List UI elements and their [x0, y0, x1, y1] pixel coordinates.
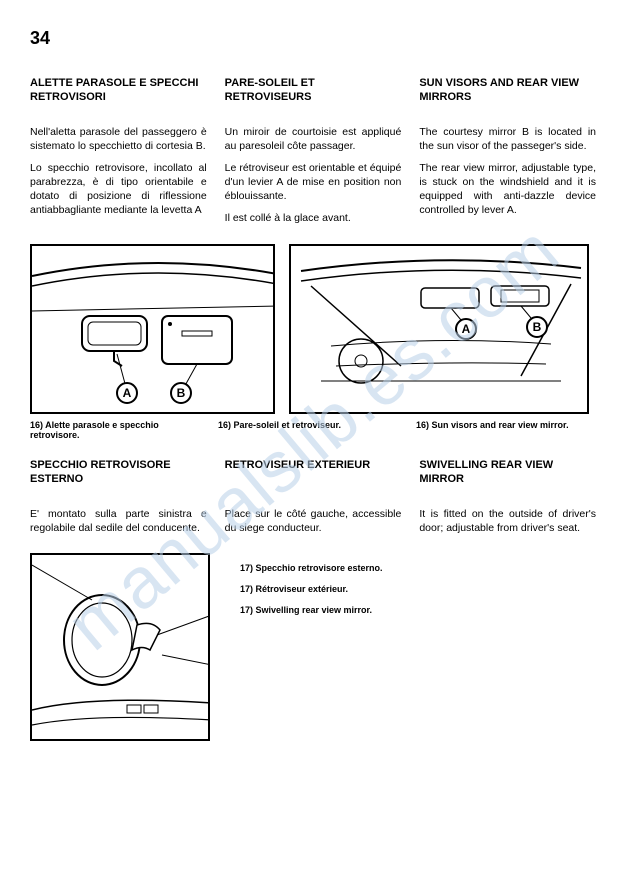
figure-17	[30, 553, 210, 741]
captions-row-1: 16) Alette parasole e specchio retroviso…	[30, 420, 596, 442]
section2-headings: SPECCHIO RETROVISORE ESTERNO RETROVISEUR…	[30, 459, 596, 501]
caption-17-it: 17) Specchio retrovisore esterno.	[240, 563, 383, 574]
label-A-fig2: A	[455, 318, 477, 340]
label-B-fig2: B	[526, 316, 548, 338]
label-B-fig1: B	[170, 382, 192, 404]
para-it-1b: Lo specchio retrovisore, incollato al pa…	[30, 161, 207, 218]
heading-en-2: SWIVELLING REAR VIEW MIRROR	[419, 459, 596, 487]
page-number: 34	[30, 28, 596, 49]
figure-16-left: A B	[30, 244, 275, 414]
caption-16-fr: 16) Pare-soleil et retroviseur.	[218, 420, 398, 442]
section2-body: E' montato sulla parte sinistra e regola…	[30, 507, 596, 543]
heading-it-2: SPECCHIO RETROVISORE ESTERNO	[30, 459, 207, 487]
section1-headings: ALETTE PARASOLE E SPECCHI RETROVISORI PA…	[30, 77, 596, 119]
para-fr-1a: Un miroir de courtoisie est appliqué au …	[225, 125, 402, 153]
para-it-2: E' montato sulla parte sinistra e regola…	[30, 507, 207, 535]
figure-row-1: A B A B	[30, 244, 596, 414]
heading-it-1: ALETTE PARASOLE E SPECCHI RETROVISORI	[30, 77, 207, 105]
para-en-1a: The courtesy mirror B is located in the …	[419, 125, 596, 153]
caption-17-en: 17) Swivelling rear view mirror.	[240, 605, 383, 616]
heading-fr-1: PARE-SOLEIL ET RETROVISEURS	[225, 77, 402, 105]
caption-16-en: 16) Sun visors and rear view mirror.	[416, 420, 596, 442]
para-en-1b: The rear view mirror, adjustable type, i…	[419, 161, 596, 218]
para-fr-1c: Il est collé à la glace avant.	[225, 211, 402, 225]
section2-figure-row: 17) Specchio retrovisore esterno. 17) Ré…	[30, 553, 596, 741]
caption-16-it: 16) Alette parasole e specchio retroviso…	[30, 420, 200, 442]
para-fr-1b: Le rétroviseur est orientable et équipé …	[225, 161, 402, 204]
figure-16-right: A B	[289, 244, 589, 414]
heading-fr-2: RETROVISEUR EXTERIEUR	[225, 459, 402, 473]
para-fr-2: Place sur le côté gauche, accessible du …	[225, 507, 402, 535]
captions-17-list: 17) Specchio retrovisore esterno. 17) Ré…	[240, 563, 383, 741]
label-A-fig1: A	[116, 382, 138, 404]
para-en-2: It is fitted on the outside of driver's …	[419, 507, 596, 535]
para-it-1a: Nell'aletta parasole del passeggero è si…	[30, 125, 207, 153]
heading-en-1: SUN VISORS AND REAR VIEW MIRRORS	[419, 77, 596, 105]
section1-body: Nell'aletta parasole del passeggero è si…	[30, 125, 596, 234]
caption-17-fr: 17) Rétroviseur extérieur.	[240, 584, 383, 595]
